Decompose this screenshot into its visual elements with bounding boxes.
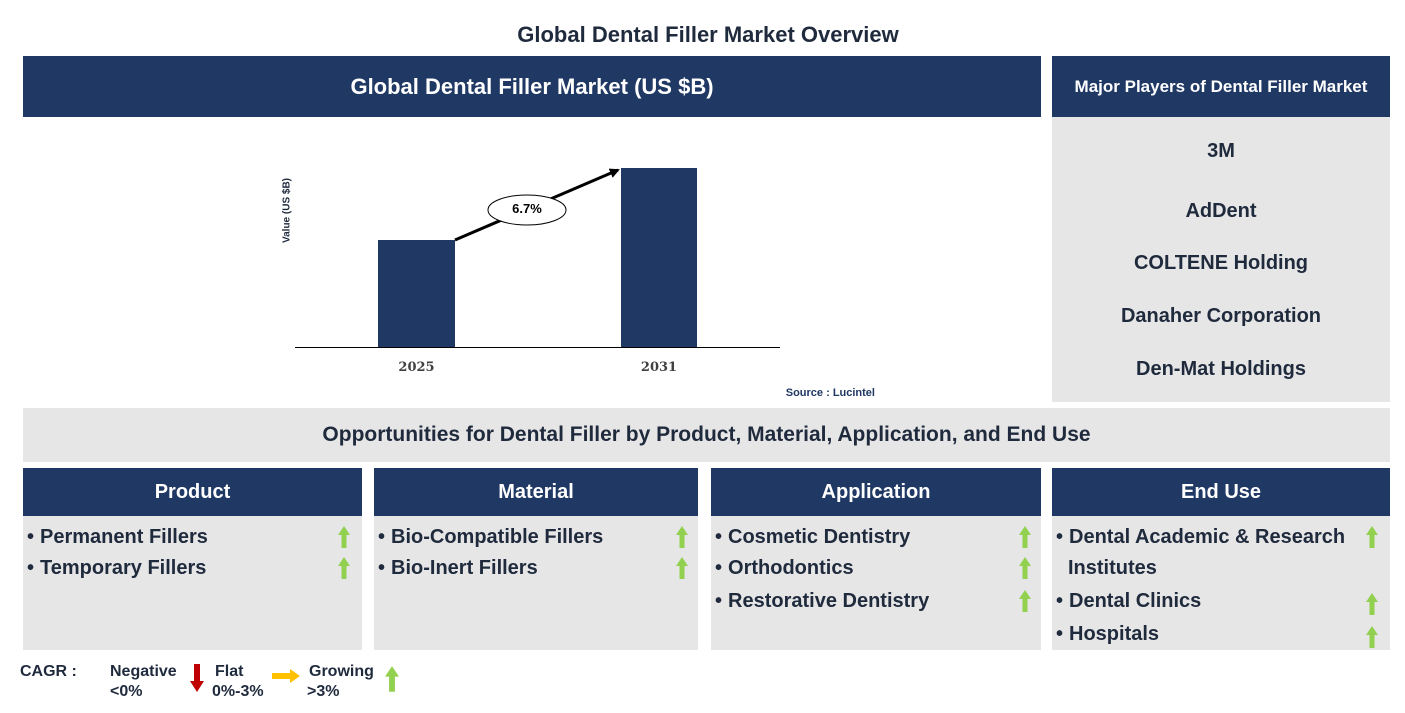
list-item: • Orthodontics [711,553,1041,584]
bullet: • [378,557,386,579]
item-label: Bio-Inert Fillers [391,557,538,579]
cagr-legend: CAGR : Negative <0% Flat 0%-3% Growing >… [0,660,420,710]
legend-growing-name: Growing [309,663,374,680]
y-axis-label: Value (US $B) [281,177,293,244]
legend-flat-range: 0%-3% [212,683,264,700]
growing-arrow-icon [1366,526,1378,548]
item-label: Restorative Dentistry [728,590,930,612]
column-application: Application • Cosmetic Dentistry • Orthodo… [711,468,1041,650]
list-item: • Hospitals [1052,619,1390,650]
growing-arrow-icon [676,526,688,548]
growing-arrow-icon [676,557,688,579]
legend-negative-name: Negative [110,663,177,680]
bullet: • [1056,526,1064,548]
bullet: • [378,526,386,548]
growing-arrow-icon [385,666,399,692]
opportunities-title: Opportunities for Dental Filler by Produ… [322,423,1091,446]
player-3m: 3M [1207,140,1235,162]
item-label: Cosmetic Dentistry [728,526,911,548]
column-header-label: End Use [1180,480,1262,503]
column-body-end-use: • Dental Academic & Research Institutes •… [1052,516,1390,650]
market-panel-title: Global Dental Filler Market (US $B) [350,73,714,99]
bullet: • [715,526,723,548]
item-label: Bio-Compatible Fillers [391,526,604,548]
column-header-label: Application [821,480,931,503]
page-title: Global Dental Filler Market Overview [517,22,899,47]
cagr-ellipse [487,194,567,226]
cagr-label: 6.7% [512,201,542,216]
player-coltene: COLTENE Holding [1133,252,1309,274]
players-list: 3M AdDent COLTENE Holding Danaher Corpor… [1052,117,1390,402]
player-danaher: Danaher Corporation [1120,305,1322,327]
players-header: Major Players of Dental Filler Market [1052,56,1390,117]
bar-2025 [378,240,455,347]
legend-flat-name: Flat [215,663,244,680]
item-label: Dental Clinics [1069,590,1202,612]
x-tick-2031: 2031 [640,360,678,375]
list-item-continuation: Institutes [1052,553,1390,584]
column-header-material: Material [374,468,698,516]
bullet: • [715,590,723,612]
column-end-use: End Use • Dental Academic & Research Inst… [1052,468,1390,650]
growing-arrow-icon [338,526,350,548]
growing-arrow-icon [1366,593,1378,615]
bullet: • [27,526,35,548]
column-material: Material • Bio-Compatible Fillers • Bio-In… [374,468,698,650]
bullet: • [715,557,723,579]
list-item: • Bio-Compatible Fillers [374,522,698,553]
list-item: • Permanent Fillers [23,522,362,553]
item-label: Orthodontics [728,557,854,579]
bullet: • [1056,623,1064,645]
list-item: • Restorative Dentistry [711,586,1041,617]
column-header-label: Product [154,480,231,503]
item-label: Permanent Fillers [40,526,208,548]
legend-negative-range: <0% [110,683,143,700]
list-item: • Cosmetic Dentistry [711,522,1041,553]
column-header-application: Application [711,468,1041,516]
market-panel-header: Global Dental Filler Market (US $B) [23,56,1041,117]
column-header-product: Product [23,468,362,516]
item-label: Institutes [1068,557,1157,579]
market-chart: 6.7% Value (US $B) 2025 2031 Source : Lu… [270,150,890,410]
column-body-material: • Bio-Compatible Fillers • Bio-Inert Fille… [374,516,698,650]
player-denmat: Den-Mat Holdings [1136,358,1306,380]
legend-growing-range: >3% [307,683,340,700]
growing-arrow-icon [1019,590,1031,612]
flat-arrow-icon [272,669,300,683]
growing-arrow-icon [1366,626,1378,648]
column-header-label: Material [498,480,574,503]
growing-arrow-icon [1019,526,1031,548]
bullet: • [27,557,35,579]
list-item: • Temporary Fillers [23,553,362,584]
opportunities-banner: Opportunities for Dental Filler by Produ… [23,408,1390,462]
source-label: Source : Lucintel [785,387,875,399]
list-item: • Dental Academic & Research [1052,522,1390,553]
list-item: • Bio-Inert Fillers [374,553,698,584]
player-addent: AdDent [1185,200,1257,222]
list-item: • Dental Clinics [1052,586,1390,617]
bar-2031 [621,168,697,347]
column-body-product: • Permanent Fillers • Temporary Fillers [23,516,362,650]
item-label: Hospitals [1069,623,1160,645]
legend-label: CAGR : [20,663,77,680]
growing-arrow-icon [1019,557,1031,579]
players-title: Major Players of Dental Filler Market [1074,76,1368,96]
bullet: • [1056,590,1064,612]
growing-arrow-icon [338,557,350,579]
x-tick-2025: 2025 [398,360,435,375]
item-label: Temporary Fillers [40,557,207,579]
column-header-end-use: End Use [1052,468,1390,516]
column-product: Product • Permanent Fillers • Temporary Fi… [23,468,362,650]
negative-arrow-icon [190,664,204,692]
column-body-application: • Cosmetic Dentistry • Orthodontics • Resto… [711,516,1041,650]
item-label: Dental Academic & Research [1069,526,1346,548]
bar-chart-svg [295,168,780,348]
